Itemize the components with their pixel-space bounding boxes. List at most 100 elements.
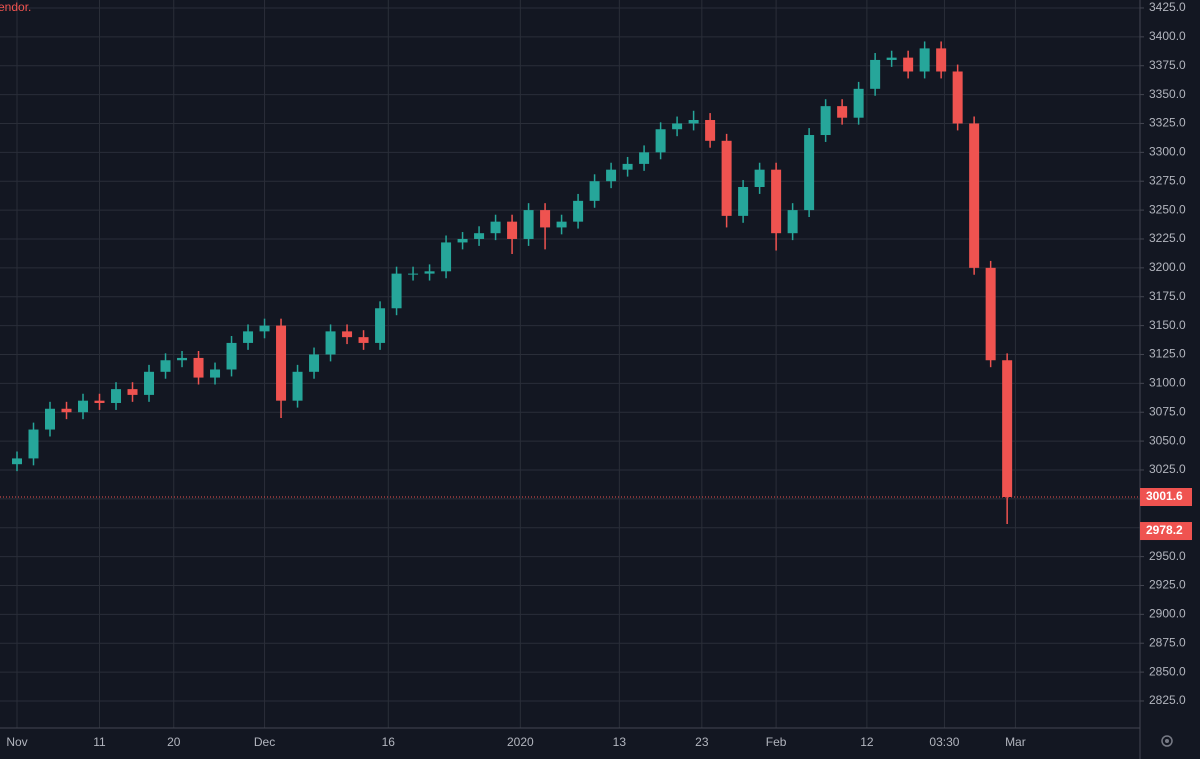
candle-body [177,357,188,361]
candle-body [589,181,600,201]
candle-body [111,389,122,403]
candle-body [490,221,501,234]
candle-body [507,221,518,239]
y-tick-label: 2875.0 [1149,635,1186,649]
candle-body [325,331,336,355]
candle-body [985,267,996,361]
candle-body [391,273,402,309]
y-tick-label: 3075.0 [1149,404,1186,418]
x-tick-label: 16 [382,735,396,749]
candle-body [210,369,221,378]
candle-body [688,120,699,124]
candle-body [441,242,452,272]
candle-body [309,354,320,372]
settings-icon[interactable] [1161,735,1173,747]
x-tick-label: 11 [93,735,106,749]
candle-body [94,400,105,403]
y-tick-label: 3375.0 [1149,58,1186,72]
candle-body [738,186,749,216]
candle-body [292,371,303,401]
x-tick-label: 23 [695,735,709,749]
candle-body [804,135,815,211]
x-tick-label: Dec [254,735,275,749]
candle-body [573,200,584,222]
candle-body [853,88,864,118]
grid [0,0,1140,728]
y-tick-label: 2825.0 [1149,693,1186,707]
candle-body [276,325,287,401]
candle-body [144,371,155,395]
last-price-box [1140,487,1192,506]
low-price-box [1140,522,1192,541]
y-tick-label: 2900.0 [1149,607,1186,621]
candle-body [358,337,369,343]
candle-body [655,129,666,153]
y-tick-label: 3275.0 [1149,173,1186,187]
y-tick-label: 3125.0 [1149,347,1186,361]
y-tick-label: 2850.0 [1149,664,1186,678]
y-tick-label: 2925.0 [1149,578,1186,592]
candle-body [622,163,633,170]
candle-body [705,120,716,141]
candle-body [523,210,534,239]
candle-body [1002,360,1013,497]
x-tick-label: Mar [1005,735,1026,749]
candle-body [78,400,89,413]
candle-body [424,271,435,274]
x-tick-label: 12 [860,735,874,749]
x-tick-label: 20 [167,735,181,749]
candle-body [787,210,798,234]
y-tick-label: 3425.0 [1149,0,1186,14]
candle-body [474,233,485,239]
candle-body [28,429,39,459]
candle-body [226,342,237,370]
candle-body [193,357,204,378]
candle-body [45,408,56,430]
y-tick-label: 3400.0 [1149,29,1186,43]
candle-body [375,308,386,343]
candle-body [606,169,617,182]
candle-body [160,360,171,372]
candle-body [540,210,551,228]
y-tick-label: 3050.0 [1149,433,1186,447]
y-tick-label: 3200.0 [1149,260,1186,274]
y-tick-label: 3100.0 [1149,376,1186,390]
y-tick-label: 3250.0 [1149,202,1186,216]
candle-body [61,408,72,413]
candle-body [820,106,831,136]
candle-body [457,238,468,243]
candle-body [903,57,914,72]
y-tick-label: 3025.0 [1149,462,1186,476]
candle-body [919,48,930,72]
x-tick-label: Feb [766,735,787,749]
candle-body [259,325,270,332]
candle-body [936,48,947,72]
x-tick-label: 2020 [507,735,534,749]
x-tick-label: Nov [6,735,27,749]
candle-body [969,123,980,268]
candle-body [672,123,683,130]
y-tick-label: 3300.0 [1149,145,1186,159]
y-tick-label: 2950.0 [1149,549,1186,563]
y-tick-label: 3150.0 [1149,318,1186,332]
y-tick-label: 3325.0 [1149,116,1186,130]
candle-body [243,331,254,343]
candle-body [408,273,419,275]
candle-body [342,331,353,338]
candle-body [886,57,897,60]
vendor-note: endor. [0,0,31,14]
candle-body [556,221,567,228]
candle-body [11,458,22,465]
x-tick-label: 03:30 [929,735,959,749]
candle-body [870,59,881,89]
y-tick-label: 3225.0 [1149,231,1186,245]
candles [11,41,1013,525]
candle-body [127,389,138,395]
candle-body [639,152,650,164]
last-price-label: 3001.6 [1146,489,1183,503]
candle-body [771,169,782,234]
x-tick-label: 13 [613,735,627,749]
